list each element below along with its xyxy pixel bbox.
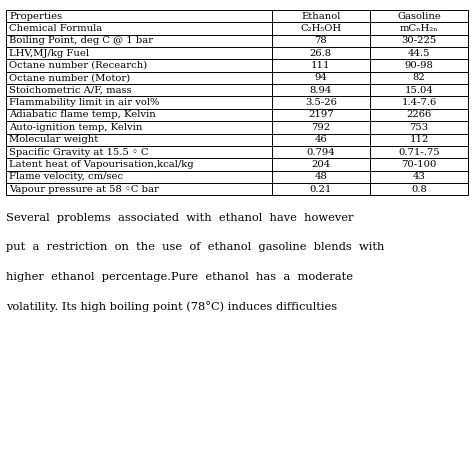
Text: LHV,MJ/kg Fuel: LHV,MJ/kg Fuel bbox=[9, 48, 90, 57]
Text: 90-98: 90-98 bbox=[405, 61, 434, 70]
Text: 2197: 2197 bbox=[308, 110, 334, 119]
Text: 3.5-26: 3.5-26 bbox=[305, 98, 337, 107]
Text: 111: 111 bbox=[311, 61, 330, 70]
Text: 30-225: 30-225 bbox=[401, 36, 437, 45]
Text: volatility. Its high boiling point (78°C) induces difficulties: volatility. Its high boiling point (78°C… bbox=[6, 301, 337, 312]
Text: 1.4-7.6: 1.4-7.6 bbox=[401, 98, 437, 107]
Text: 0.794: 0.794 bbox=[306, 148, 335, 157]
Text: 26.8: 26.8 bbox=[310, 48, 332, 57]
Text: higher  ethanol  percentage.Pure  ethanol  has  a  moderate: higher ethanol percentage.Pure ethanol h… bbox=[6, 272, 353, 282]
Text: Auto-ignition temp, Kelvin: Auto-ignition temp, Kelvin bbox=[9, 123, 143, 132]
Text: 94: 94 bbox=[314, 73, 327, 82]
Text: 0.71-.75: 0.71-.75 bbox=[398, 148, 440, 157]
Text: 43: 43 bbox=[412, 172, 426, 181]
Text: Boiling Point, deg C @ 1 bar: Boiling Point, deg C @ 1 bar bbox=[9, 36, 154, 45]
Text: Flame velocity, cm/sec: Flame velocity, cm/sec bbox=[9, 172, 124, 181]
Text: mCₙH₂ₙ: mCₙH₂ₙ bbox=[400, 24, 438, 33]
Text: 8.94: 8.94 bbox=[310, 86, 332, 95]
Text: Vapour pressure at 58 ◦C bar: Vapour pressure at 58 ◦C bar bbox=[9, 185, 159, 194]
Text: Adiabatic flame temp, Kelvin: Adiabatic flame temp, Kelvin bbox=[9, 110, 156, 119]
Text: Chemical Formula: Chemical Formula bbox=[9, 24, 103, 33]
Text: Gasoline: Gasoline bbox=[397, 12, 441, 21]
Text: Stoichometric A/F, mass: Stoichometric A/F, mass bbox=[9, 86, 132, 95]
Text: Several  problems  associated  with  ethanol  have  however: Several problems associated with ethanol… bbox=[6, 213, 353, 223]
Text: Molecular weight: Molecular weight bbox=[9, 135, 99, 144]
Text: Ethanol: Ethanol bbox=[301, 12, 340, 21]
Text: 44.5: 44.5 bbox=[408, 48, 430, 57]
Text: Octane number (Motor): Octane number (Motor) bbox=[9, 73, 131, 82]
Text: Spacific Gravity at 15.5 ◦ C: Spacific Gravity at 15.5 ◦ C bbox=[9, 148, 149, 157]
Text: put  a  restriction  on  the  use  of  ethanol  gasoline  blends  with: put a restriction on the use of ethanol … bbox=[6, 242, 384, 252]
Text: 204: 204 bbox=[311, 160, 330, 169]
Text: 15.04: 15.04 bbox=[405, 86, 434, 95]
Text: 753: 753 bbox=[410, 123, 428, 132]
Text: 0.21: 0.21 bbox=[310, 185, 332, 194]
Text: 82: 82 bbox=[413, 73, 426, 82]
Text: 46: 46 bbox=[314, 135, 327, 144]
Text: 2266: 2266 bbox=[406, 110, 432, 119]
Text: 792: 792 bbox=[311, 123, 330, 132]
Text: Latent heat of Vapourisation,kcal/kg: Latent heat of Vapourisation,kcal/kg bbox=[9, 160, 194, 169]
Text: 70-100: 70-100 bbox=[401, 160, 437, 169]
Text: C₂H₅OH: C₂H₅OH bbox=[300, 24, 341, 33]
Text: Flammability limit in air vol%: Flammability limit in air vol% bbox=[9, 98, 160, 107]
Text: Octane number (Recearch): Octane number (Recearch) bbox=[9, 61, 148, 70]
Text: 0.8: 0.8 bbox=[411, 185, 427, 194]
Text: 112: 112 bbox=[410, 135, 428, 144]
Text: 78: 78 bbox=[314, 36, 327, 45]
Text: Properties: Properties bbox=[9, 12, 63, 21]
Text: 48: 48 bbox=[314, 172, 327, 181]
